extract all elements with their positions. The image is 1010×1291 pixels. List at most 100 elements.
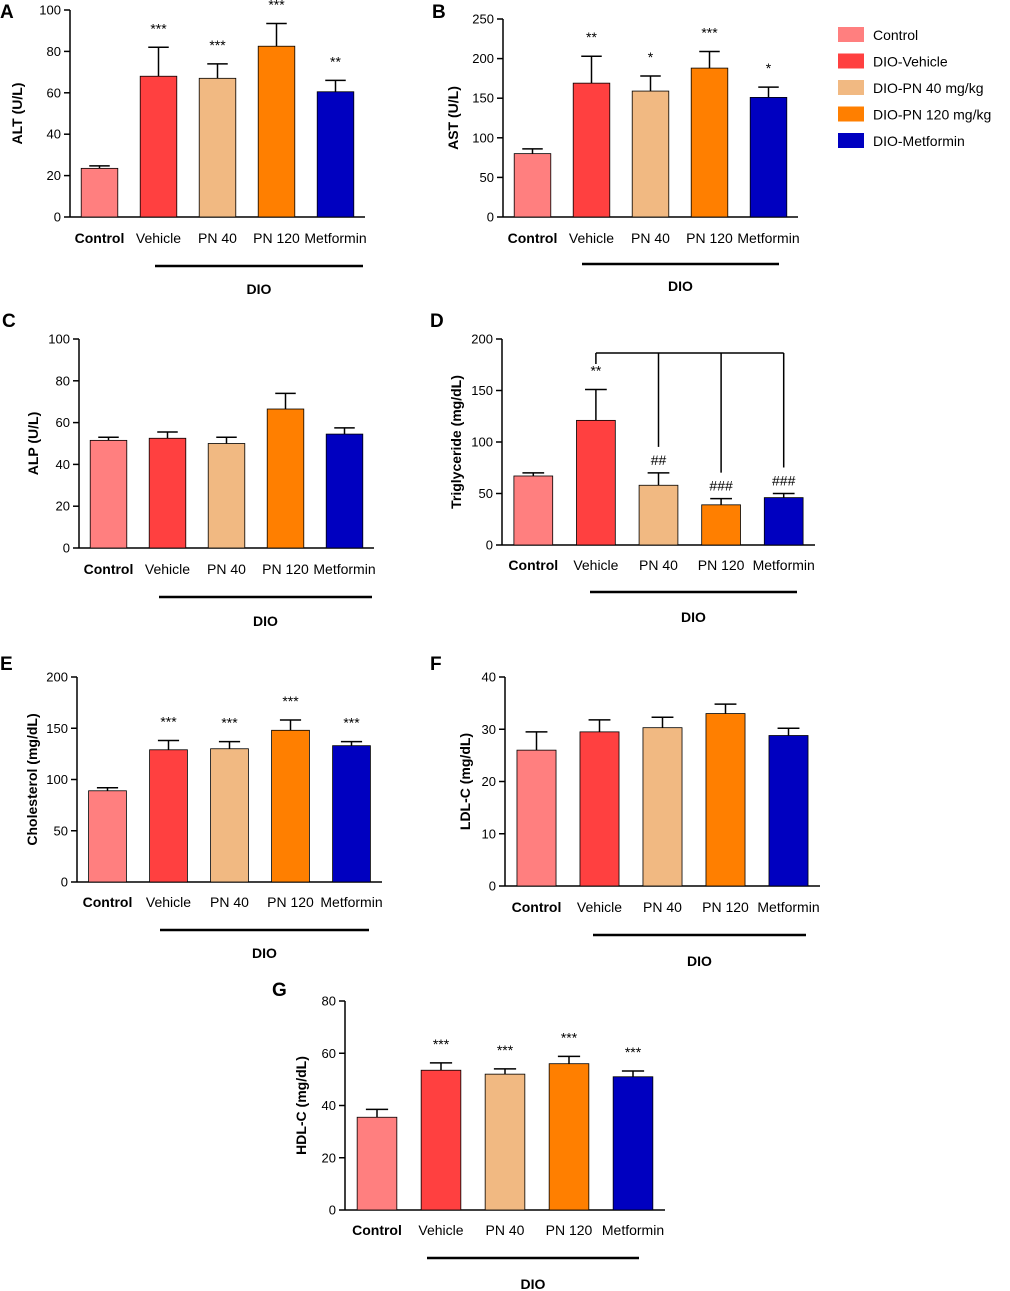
bar-vehicle	[579, 731, 620, 887]
x-tick-label: PN 40	[486, 1222, 525, 1238]
significance-label: ***	[209, 37, 226, 53]
group-label: DIO	[687, 953, 712, 969]
bar-pn-120	[701, 504, 741, 546]
bar-vehicle	[148, 437, 187, 549]
x-tick-label: Metformin	[313, 561, 375, 577]
x-tick-label: Vehicle	[569, 230, 614, 246]
y-tick-label: 20	[482, 774, 496, 789]
chart-panel-d: D 0 50 100 150 200 Triglyceride (mg/dL) Control…	[430, 311, 815, 625]
chart-panel-c: C 0 20 40 60 80 100 ALP (U/L) Control Vehicle PN 4…	[2, 311, 376, 629]
panel-letter: G	[272, 980, 287, 1001]
x-tick-label: Metformin	[737, 230, 799, 246]
y-tick-label: 0	[489, 879, 496, 894]
y-tick-label: 0	[63, 541, 70, 556]
y-tick-label: 0	[61, 875, 68, 890]
y-tick-label: 30	[482, 722, 496, 737]
bar-pn-120	[257, 45, 296, 218]
panel-letter: B	[432, 2, 446, 23]
x-tick-label: Control	[508, 230, 558, 246]
legend-label: DIO-PN 120 mg/kg	[873, 107, 991, 123]
significance-label: ***	[497, 1042, 514, 1058]
y-axis-label: ALP (U/L)	[25, 412, 41, 476]
y-axis-label: Triglyceride (mg/dL)	[448, 375, 464, 509]
y-tick-label: 80	[56, 373, 70, 388]
bar-metformin	[332, 745, 371, 883]
panel-letter: D	[430, 311, 444, 332]
legend-label: DIO-PN 40 mg/kg	[873, 80, 983, 96]
x-tick-label: Vehicle	[146, 894, 191, 910]
significance-label: ***	[343, 715, 360, 731]
chart-panel-f: F 0 10 20 30 40 LDL-C (mg/dL) Control Vehicle PN …	[430, 654, 820, 969]
significance-label: ***	[701, 24, 718, 40]
y-tick-label: 40	[47, 127, 61, 142]
significance-label: ###	[772, 473, 796, 489]
x-tick-label: Control	[75, 230, 125, 246]
bar-metformin	[749, 97, 788, 218]
significance-label: ***	[221, 715, 238, 731]
significance-label: ***	[561, 1029, 578, 1045]
y-tick-label: 40	[56, 457, 70, 472]
x-tick-label: PN 120	[546, 1222, 593, 1238]
x-tick-label: Vehicle	[145, 561, 190, 577]
legend-swatch	[838, 80, 864, 95]
x-tick-label: Metformin	[304, 230, 366, 246]
x-tick-label: Vehicle	[136, 230, 181, 246]
bar-vehicle	[572, 82, 611, 218]
bar-control	[513, 153, 552, 218]
significance-label: ***	[433, 1036, 450, 1052]
y-tick-label: 200	[471, 332, 493, 347]
y-axis-label: HDL-C (mg/dL)	[293, 1056, 309, 1155]
x-tick-label: Metformin	[757, 899, 819, 915]
legend: Control DIO-Vehicle DIO-PN 40 mg/kg DIO-PN …	[838, 27, 991, 149]
group-label: DIO	[521, 1276, 546, 1291]
bar-pn-40	[642, 727, 683, 887]
x-tick-label: Metformin	[320, 894, 382, 910]
x-tick-label: PN 40	[631, 230, 670, 246]
y-axis-label: AST (U/L)	[445, 86, 461, 150]
legend-swatch	[838, 53, 864, 69]
y-tick-label: 150	[472, 91, 494, 106]
y-tick-label: 60	[56, 415, 70, 430]
bar-metformin	[768, 735, 809, 887]
group-label: DIO	[681, 609, 706, 625]
bar-pn-40	[484, 1073, 526, 1211]
bar-control	[88, 790, 127, 883]
bar-vehicle	[149, 749, 188, 883]
x-tick-label: PN 40	[210, 894, 249, 910]
bar-pn-120	[690, 67, 729, 218]
y-tick-label: 250	[472, 12, 494, 27]
x-tick-label: Control	[84, 561, 134, 577]
y-tick-label: 80	[322, 994, 336, 1009]
bar-control	[89, 439, 128, 549]
y-tick-label: 0	[486, 538, 493, 553]
group-label: DIO	[252, 945, 277, 961]
y-tick-label: 50	[480, 170, 494, 185]
x-tick-label: Control	[83, 894, 133, 910]
chart-panel-b: B 0 50 100 150 200 250 AST (U/L) Control Vehicle *…	[432, 2, 800, 294]
y-tick-label: 150	[46, 721, 68, 736]
bar-vehicle	[576, 419, 616, 546]
bar-pn-40	[638, 484, 679, 546]
bar-control	[516, 749, 557, 887]
significance-label: **	[586, 29, 597, 45]
y-tick-label: 20	[47, 168, 61, 183]
y-tick-label: 100	[472, 130, 494, 145]
y-tick-label: 100	[471, 435, 493, 450]
group-label: DIO	[247, 281, 272, 297]
significance-label: ###	[709, 478, 733, 494]
y-tick-label: 200	[46, 670, 68, 685]
significance-label: *	[766, 60, 772, 76]
y-tick-label: 50	[479, 486, 493, 501]
group-label: DIO	[668, 278, 693, 294]
significance-label: *	[648, 49, 654, 65]
bar-metformin	[325, 433, 364, 549]
panel-letter: A	[0, 2, 14, 23]
chart-panel-a: A 0 20 40 60 80 100 ALT (U/L) Control Vehicle *** P…	[0, 0, 367, 297]
y-tick-label: 200	[472, 51, 494, 66]
bar-pn-120	[548, 1063, 590, 1211]
y-axis-label: LDL-C (mg/dL)	[457, 733, 473, 830]
y-tick-label: 20	[322, 1150, 336, 1165]
y-tick-label: 60	[322, 1046, 336, 1061]
x-tick-label: PN 40	[198, 230, 237, 246]
